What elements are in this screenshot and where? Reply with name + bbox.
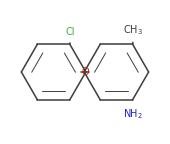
Text: Cl: Cl: [66, 27, 75, 37]
Text: CH$_3$: CH$_3$: [123, 24, 143, 37]
Text: O: O: [81, 67, 89, 77]
Text: NH$_2$: NH$_2$: [123, 107, 142, 121]
